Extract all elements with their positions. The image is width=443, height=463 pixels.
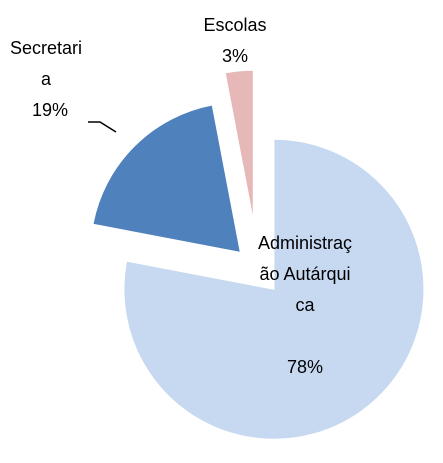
slice-value-label: 78% xyxy=(286,357,324,377)
pie-slice xyxy=(92,104,241,253)
slice-label: Secretaria xyxy=(9,38,83,89)
pie-slice xyxy=(224,69,254,221)
slice-label: Administração Autárquica xyxy=(257,233,353,315)
leader-line xyxy=(88,121,117,133)
slice-label: Escolas xyxy=(203,15,267,35)
slice-value-label: 19% xyxy=(31,100,69,120)
pie-slice xyxy=(123,138,425,440)
slice-value-label: 3% xyxy=(221,46,248,66)
